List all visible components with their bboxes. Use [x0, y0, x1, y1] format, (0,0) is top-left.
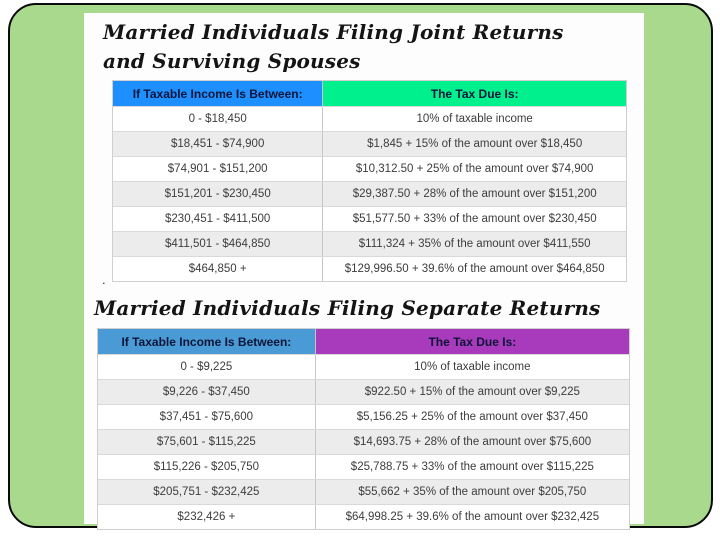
table-row: $232,426 + $64,998.25 + 39.6% of the amou… [98, 504, 629, 529]
table-header-row: If Taxable Income Is Between: The Tax Du… [98, 329, 629, 354]
separate-returns-table: If Taxable Income Is Between: The Tax Du… [97, 328, 630, 530]
table-row: $9,226 - $37,450 $922.50 + 15% of the amo… [98, 379, 629, 404]
tax-due-cell: $29,387.50 + 28% of the amount over $151… [352, 188, 597, 200]
table-row: $230,451 - $411,500 $51,577.50 + 33% of t… [113, 206, 626, 231]
table-row: $464,850 + $129,996.50 + 39.6% of the amo… [113, 256, 626, 281]
tax-due-cell: $129,996.50 + 39.6% of the amount over $… [344, 263, 605, 275]
income-range-cell: 0 - $9,225 [98, 355, 316, 379]
income-range-cell: $151,201 - $230,450 [113, 182, 324, 206]
income-range-cell: $18,451 - $74,900 [113, 132, 324, 156]
table-row: $205,751 - $232,425 $55,662 + 35% of the … [98, 479, 629, 504]
tax-due-cell: $51,577.50 + 33% of the amount over $230… [352, 213, 597, 225]
income-range-cell: $37,451 - $75,600 [98, 405, 316, 429]
table-row: $37,451 - $75,600 $5,156.25 + 25% of the … [98, 404, 629, 429]
income-range-cell: $464,850 + [113, 257, 324, 281]
income-range-cell: $411,501 - $464,850 [113, 232, 324, 256]
tax-due-cell: $922.50 + 15% of the amount over $9,225 [364, 386, 580, 398]
tax-due-cell: $5,156.25 + 25% of the amount over $37,4… [356, 411, 588, 423]
table-header-row: If Taxable Income Is Between: The Tax Du… [113, 81, 626, 106]
income-range-cell: $74,901 - $151,200 [113, 157, 324, 181]
table-row: 0 - $18,450 10% of taxable income [113, 106, 626, 131]
tax-due-cell: $64,998.25 + 39.6% of the amount over $2… [345, 511, 600, 523]
tax-due-cell: $111,324 + 35% of the amount over $411,5… [358, 238, 591, 250]
table-row: $115,226 - $205,750 $25,788.75 + 33% of t… [98, 454, 629, 479]
income-range-cell: $75,601 - $115,225 [98, 430, 316, 454]
table-body: 0 - $9,225 10% of taxable income $9,226 - … [98, 354, 629, 529]
table-body: 0 - $18,450 10% of taxable income $18,451 … [113, 106, 626, 281]
tax-due-cell: $55,662 + 35% of the amount over $205,75… [358, 486, 587, 498]
stray-period-mark: . [102, 272, 106, 287]
income-range-cell: $205,751 - $232,425 [98, 480, 316, 504]
income-range-header: If Taxable Income Is Between: [113, 81, 324, 106]
income-range-cell: $230,451 - $411,500 [113, 207, 324, 231]
tax-due-cell: 10% of taxable income [416, 113, 533, 125]
income-range-cell: $9,226 - $37,450 [98, 380, 316, 404]
tax-due-cell: $1,845 + 15% of the amount over $18,450 [367, 138, 583, 150]
joint-returns-title: Married Individuals Filing Joint Returns… [103, 20, 564, 73]
tax-due-header: The Tax Due Is: [323, 81, 626, 106]
table-row: $75,601 - $115,225 $14,693.75 + 28% of th… [98, 429, 629, 454]
income-range-cell: $232,426 + [98, 505, 316, 529]
tax-due-cell: $10,312.50 + 25% of the amount over $74,… [355, 163, 594, 175]
income-range-cell: 0 - $18,450 [113, 107, 324, 131]
table-row: $411,501 - $464,850 $111,324 + 35% of the… [113, 231, 626, 256]
tax-due-cell: 10% of taxable income [414, 361, 531, 373]
tax-due-header: The Tax Due Is: [315, 329, 629, 354]
tax-due-cell: $25,788.75 + 33% of the amount over $115… [350, 461, 594, 473]
table-row: $18,451 - $74,900 $1,845 + 15% of the amo… [113, 131, 626, 156]
separate-returns-title: Married Individuals Filing Separate Retu… [94, 296, 601, 320]
tax-due-cell: $14,693.75 + 28% of the amount over $75,… [353, 436, 592, 448]
income-range-cell: $115,226 - $205,750 [98, 455, 316, 479]
table-row: $74,901 - $151,200 $10,312.50 + 25% of th… [113, 156, 626, 181]
table-row: 0 - $9,225 10% of taxable income [98, 354, 629, 379]
income-range-header: If Taxable Income Is Between: [98, 329, 316, 354]
joint-returns-table: If Taxable Income Is Between: The Tax Du… [112, 80, 627, 282]
table-row: $151,201 - $230,450 $29,387.50 + 28% of t… [113, 181, 626, 206]
